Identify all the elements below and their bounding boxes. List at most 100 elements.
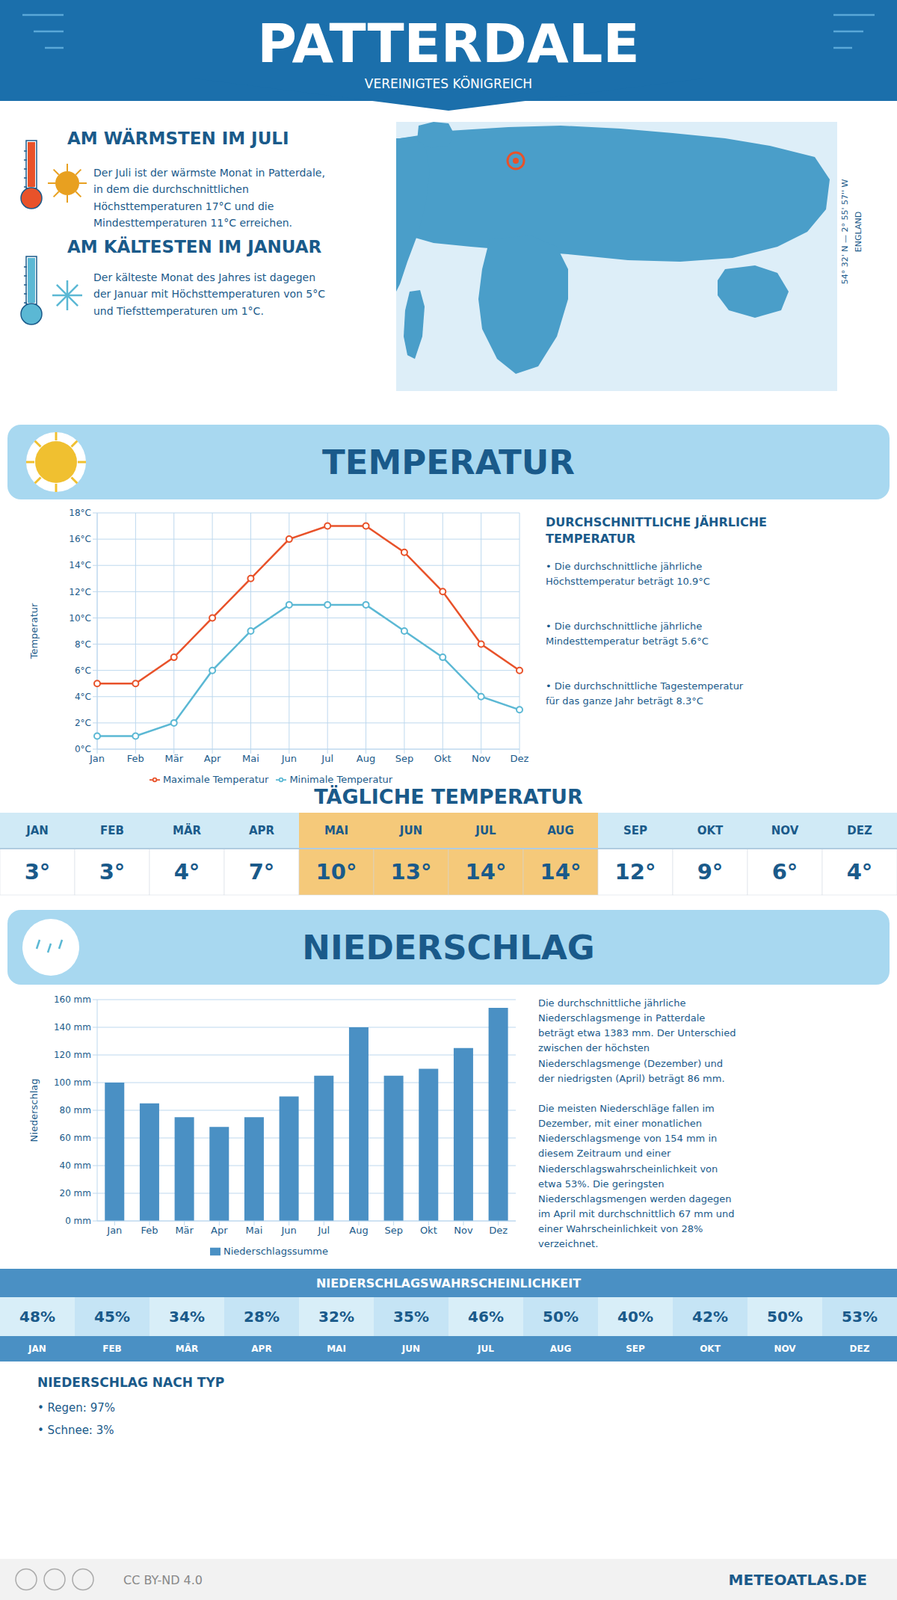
svg-text:Aug: Aug (356, 752, 376, 764)
html-text:Der Juli ist der wärmste Monat: Der Juli ist der wärmste Monat in Patter… (93, 166, 326, 229)
svg-text:Jul: Jul (320, 752, 334, 764)
svg-text:Feb: Feb (140, 1224, 158, 1236)
svg-text:Feb: Feb (127, 752, 145, 764)
html-text:AM KÄLTESTEN IM JANUAR: AM KÄLTESTEN IM JANUAR (67, 236, 322, 257)
html-text:Die durchschnittliche jährlich: Die durchschnittliche jährliche Niedersc… (538, 997, 736, 1250)
html-text:7°: 7° (248, 858, 275, 885)
svg-text:Apr: Apr (204, 752, 222, 764)
html-text:DURCHSCHNITTLICHE JÄHRLICHE TE: DURCHSCHNITTLICHE JÄHRLICHE TEMPERATUR (545, 515, 767, 546)
html-text:NIEDERSCHLAGSWAHRSCHEINLICHKEI: NIEDERSCHLAGSWAHRSCHEINLICHKEIT (316, 1275, 581, 1290)
html-text:DEZ: DEZ (847, 823, 873, 838)
svg-text:18°C: 18°C (68, 507, 92, 519)
html-text:SEP: SEP (623, 823, 648, 838)
svg-text:Jun: Jun (281, 752, 297, 764)
svg-text:Sep: Sep (384, 1224, 403, 1236)
html-text:40%: 40% (617, 1307, 654, 1326)
html-text:46%: 46% (468, 1307, 504, 1326)
html-text:3°: 3° (24, 858, 51, 885)
svg-text:Apr: Apr (210, 1224, 228, 1236)
html-text:34%: 34% (169, 1307, 205, 1326)
svg-text:Nov: Nov (471, 752, 492, 764)
svg-text:60 mm: 60 mm (59, 1132, 92, 1143)
html-text:14°: 14° (540, 858, 582, 885)
html-text:FEB: FEB (100, 823, 125, 838)
html-text:14°: 14° (465, 858, 507, 885)
svg-text:0 mm: 0 mm (65, 1215, 92, 1226)
svg-text:Jun: Jun (281, 1224, 297, 1236)
svg-text:Temperatur: Temperatur (29, 602, 40, 660)
svg-text:Dez: Dez (488, 1224, 508, 1236)
html-text:APR: APR (248, 823, 275, 838)
svg-text:160 mm: 160 mm (53, 994, 92, 1005)
svg-text:Mai: Mai (245, 1224, 264, 1236)
html-text:JAN: JAN (26, 823, 49, 838)
html-text:28%: 28% (243, 1307, 280, 1326)
svg-text:Okt: Okt (420, 1224, 438, 1236)
svg-text:Sep: Sep (395, 752, 415, 764)
svg-text:Nov: Nov (453, 1224, 474, 1236)
svg-text:14°C: 14°C (68, 559, 92, 571)
html-text:50%: 50% (542, 1307, 579, 1326)
html-text:35%: 35% (393, 1307, 429, 1326)
svg-text:120 mm: 120 mm (53, 1049, 92, 1060)
html-text:AM WÄRMSTEN IM JULI: AM WÄRMSTEN IM JULI (67, 128, 289, 149)
html-text:3°: 3° (99, 858, 126, 885)
svg-text:Niederschlag: Niederschlag (29, 1078, 40, 1143)
svg-text:Mär: Mär (164, 752, 184, 764)
html-text:Der kälteste Monat des Jahres: Der kälteste Monat des Jahres ist dagege… (93, 271, 326, 317)
html-text:METEOATLAS.DE: METEOATLAS.DE (728, 1570, 868, 1589)
svg-text:Mai: Mai (242, 752, 260, 764)
svg-text:16°C: 16°C (68, 533, 92, 545)
svg-text:Okt: Okt (434, 752, 452, 764)
html-text:MAI: MAI (324, 823, 349, 838)
html-text:OKT: OKT (697, 823, 724, 838)
html-text:12°: 12° (614, 858, 656, 885)
svg-text:6°C: 6°C (74, 665, 92, 676)
svg-text:100 mm: 100 mm (53, 1077, 92, 1088)
svg-text:0°C: 0°C (74, 743, 92, 755)
html-text:6°: 6° (771, 858, 798, 885)
svg-text:Jan: Jan (88, 752, 105, 764)
html-text:53%: 53% (841, 1307, 878, 1326)
html-text:• Die durchschnittliche jährli: • Die durchschnittliche jährliche Höchst… (545, 560, 710, 587)
svg-text:Mär: Mär (174, 1224, 194, 1236)
html-text:TEMPERATUR: TEMPERATUR (322, 442, 575, 482)
html-text:4°: 4° (846, 858, 873, 885)
html-text:• Die durchschnittliche Tagest: • Die durchschnittliche Tagestemperatur … (545, 680, 744, 707)
svg-text:Jan: Jan (106, 1224, 122, 1236)
html-text:42%: 42% (692, 1307, 728, 1326)
svg-text:8°C: 8°C (74, 639, 92, 650)
svg-text:Aug: Aug (349, 1224, 368, 1236)
html-text:4°: 4° (173, 858, 200, 885)
html-text:13°: 13° (390, 858, 432, 885)
html-text:NIEDERSCHLAG NACH TYP: NIEDERSCHLAG NACH TYP (37, 1374, 225, 1390)
html-text:JUN: JUN (399, 823, 423, 838)
html-text:10°: 10° (315, 858, 357, 885)
html-text:9°: 9° (697, 858, 724, 885)
html-text:NOV: NOV (771, 823, 799, 838)
svg-text:20 mm: 20 mm (59, 1187, 92, 1199)
html-text:45%: 45% (94, 1307, 130, 1326)
svg-text:10°C: 10°C (68, 612, 92, 624)
html-text:32%: 32% (318, 1307, 355, 1326)
html-text:VEREINIGTES KÖNIGREICH: VEREINIGTES KÖNIGREICH (364, 76, 533, 92)
html-text:JUL: JUL (475, 823, 497, 838)
svg-text:140 mm: 140 mm (53, 1021, 92, 1033)
html-text:TÄGLICHE TEMPERATUR: TÄGLICHE TEMPERATUR (314, 784, 583, 808)
html-text:PATTERDALE: PATTERDALE (257, 11, 640, 75)
html-text:CC BY-ND 4.0: CC BY-ND 4.0 (123, 1571, 203, 1587)
html-text:AUG: AUG (547, 823, 574, 838)
svg-text:12°C: 12°C (68, 586, 92, 598)
html-text:NIEDERSCHLAG: NIEDERSCHLAG (302, 927, 595, 967)
svg-text:80 mm: 80 mm (59, 1104, 92, 1116)
html-text:48%: 48% (19, 1307, 56, 1326)
svg-text:Dez: Dez (510, 752, 530, 764)
svg-text:40 mm: 40 mm (59, 1160, 92, 1171)
html-text:• Die durchschnittliche jährli: • Die durchschnittliche jährliche Mindes… (545, 620, 709, 647)
html-text:• Regen: 97%: • Regen: 97% (37, 1400, 116, 1415)
html-text:50%: 50% (767, 1307, 803, 1326)
svg-text:Jul: Jul (316, 1224, 330, 1236)
html-text:MÄR: MÄR (172, 823, 202, 838)
svg-text:2°C: 2°C (74, 717, 92, 729)
svg-text:4°C: 4°C (74, 691, 92, 702)
